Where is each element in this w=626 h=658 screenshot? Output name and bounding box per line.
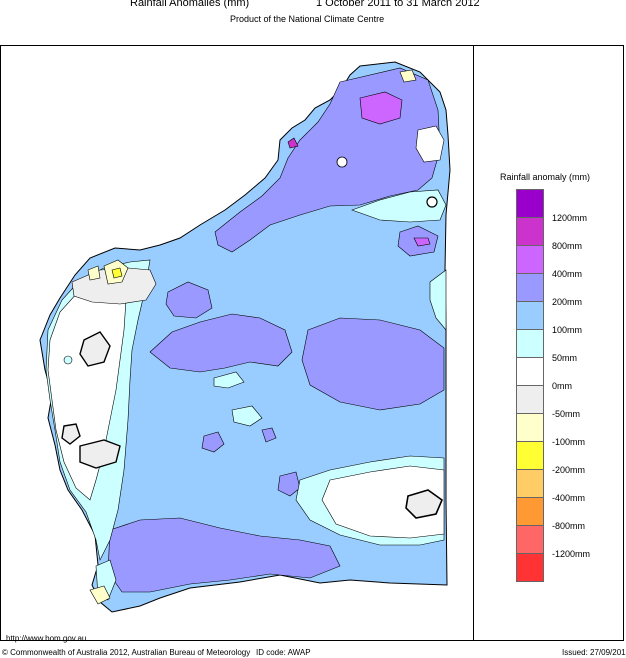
anomaly-200-central <box>149 313 293 373</box>
legend-swatch <box>516 245 544 274</box>
contour-ring-1 <box>336 156 348 168</box>
legend-swatch <box>516 525 544 554</box>
anomaly-neg100-kimberley <box>399 69 417 83</box>
map-title: Rainfall Anomalies (mm) <box>130 0 250 9</box>
legend-label: -200mm <box>552 465 586 475</box>
anomaly-200-blob-1 <box>201 431 225 453</box>
anomaly-200-south <box>107 517 341 593</box>
legend-swatch <box>516 273 544 302</box>
legend-swatch <box>516 441 544 470</box>
anomaly-50-kimberley <box>351 189 447 223</box>
legend-swatch <box>516 469 544 498</box>
legend-label: -400mm <box>552 493 586 503</box>
legend-label: 100mm <box>552 325 583 335</box>
anomaly-neg50-west-3 <box>79 439 121 469</box>
legend-label: -1200mm <box>552 549 591 559</box>
legend-label: -800mm <box>552 521 586 531</box>
legend-label: 1200mm <box>552 213 588 223</box>
map-subtitle: Product of the National Climate Centre <box>230 14 385 24</box>
anomaly-50-south-central <box>231 405 263 427</box>
map-frame <box>0 45 624 641</box>
legend-title: Rainfall anomaly (mm) <box>500 172 591 182</box>
copyright-notice: © Commonwealth of Australia 2012, Austra… <box>2 648 251 657</box>
legend-label: 400mm <box>552 269 583 279</box>
rainfall-anomaly-map <box>39 61 451 613</box>
anomaly-200-blob-3 <box>261 427 277 443</box>
anomaly-200-east <box>301 317 445 411</box>
anomaly-neg100-northwest <box>87 265 101 281</box>
contour-ring-3 <box>63 355 73 365</box>
legend-swatch <box>516 301 544 330</box>
anomaly-neg50-west-2 <box>79 331 111 367</box>
anomaly-0-southeast <box>321 465 445 539</box>
anomaly-800-kimberley-coast <box>287 137 299 149</box>
anomaly-400-kimberley <box>359 91 403 125</box>
legend-label: 0mm <box>552 381 572 391</box>
id-code: ID code: AWAP <box>256 648 311 657</box>
legend-swatch <box>516 329 544 358</box>
legend-swatch <box>516 189 544 218</box>
legend-divider <box>473 45 474 641</box>
anomaly-50-central-small <box>213 371 245 389</box>
anomaly-neg100-southwest <box>89 585 111 605</box>
legend-label: 800mm <box>552 241 583 251</box>
legend-swatch <box>516 413 544 442</box>
legend-label: -50mm <box>552 409 581 419</box>
anomaly-neg50-west-4 <box>61 423 81 445</box>
map-period: 1 October 2011 to 31 March 2012 <box>316 0 480 9</box>
contour-ring-2 <box>426 196 438 208</box>
anomaly-neg200-shark-bay <box>111 267 123 279</box>
anomaly-200-west <box>165 281 213 319</box>
anomaly-neg50-southeast <box>405 489 443 519</box>
anomaly-200-blob-2 <box>277 471 301 497</box>
legend-swatch <box>516 553 544 582</box>
legend-label: 200mm <box>552 297 583 307</box>
legend-label: -100mm <box>552 437 586 447</box>
anomaly-400-gascoyne <box>413 237 431 247</box>
anomaly-0-kimberley-east <box>415 125 445 163</box>
legend-label: 50mm <box>552 353 578 363</box>
legend-swatch <box>516 357 544 386</box>
legend-swatch <box>516 385 544 414</box>
legend-swatch <box>516 217 544 246</box>
legend-colorbar <box>516 189 544 582</box>
legend-swatch <box>516 497 544 526</box>
issued-date: Issued: 27/09/2012 <box>562 648 626 657</box>
source-url[interactable]: http://www.bom.gov.au <box>6 634 87 643</box>
anomaly-50-east-edge <box>429 269 447 331</box>
